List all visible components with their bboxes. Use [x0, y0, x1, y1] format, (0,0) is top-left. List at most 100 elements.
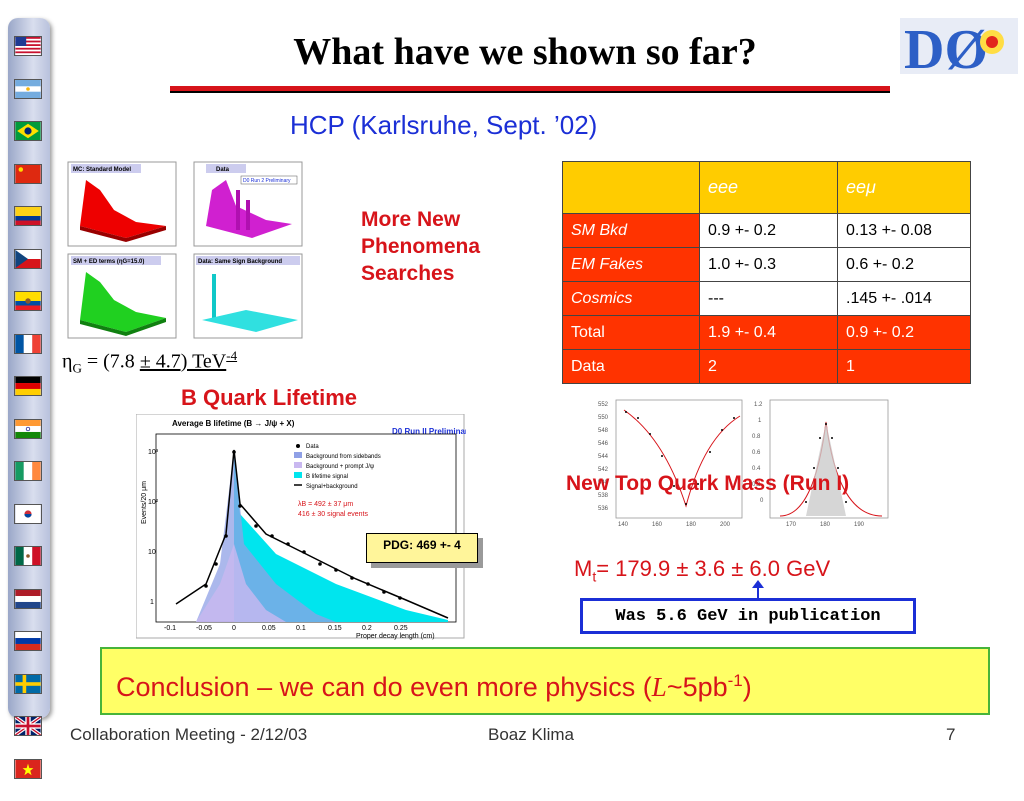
b-quark-label: B Quark Lifetime [181, 385, 358, 410]
table-cell: 1.9 +- 0.4 [699, 315, 838, 350]
table-cell: --- [699, 281, 838, 316]
y-tick: 1 [150, 599, 154, 606]
x-tick: 0.1 [296, 625, 306, 632]
top-mass-plots: 552 550 548 546 544 542 540 538 536 140 … [598, 399, 889, 528]
y-tick: 0.2 [752, 482, 761, 488]
fit-result: 416 ± 30 signal events [298, 511, 369, 518]
flag-argentina-icon [14, 78, 42, 99]
flag-china-icon [14, 163, 42, 184]
eta-exponent: -4 [226, 348, 238, 363]
table-cell: 0.13 +- 0.08 [837, 213, 971, 248]
y-tick: 0.6 [752, 450, 761, 456]
table-header-cell [562, 161, 700, 214]
plot-title: Data: Same Sign Background [198, 259, 282, 265]
y-tick: 536 [598, 506, 609, 512]
y-tick: 1 [758, 418, 762, 424]
row-label: Data [562, 349, 700, 384]
eta-subscript: G [72, 360, 82, 376]
label-line: Phenomena [361, 235, 481, 258]
x-tick: -0.05 [196, 625, 212, 632]
y-tick: 1.2 [754, 402, 763, 408]
flag-ecuador-icon [14, 291, 42, 311]
table-cell: 0.9 +- 0.2 [699, 213, 838, 248]
conclusion-box: Conclusion – we can do even more physics… [100, 647, 990, 715]
row-label: SM Bkd [562, 213, 700, 248]
eta-uncertainty: ± 4.7) TeV [139, 350, 227, 373]
x-tick: 140 [618, 522, 629, 528]
flag-netherlands-icon [14, 588, 42, 609]
eta-equals: = (7.8 [81, 350, 140, 373]
flag-brazil-icon [14, 121, 42, 141]
flag-uk-icon [14, 715, 42, 737]
footer-author: Boaz Klima [488, 725, 574, 744]
d0-logo-icon: DØ [900, 18, 1018, 76]
x-tick: -0.1 [164, 625, 176, 632]
y-tick: 540 [598, 480, 609, 486]
row-label: Total [562, 315, 700, 350]
conclusion-text: Conclusion – we can do even more physics… [116, 672, 652, 702]
preliminary-tag: D0 Run II Preliminary [392, 427, 466, 436]
y-tick: 542 [598, 467, 609, 473]
plot-title: Data [216, 167, 230, 173]
footer-meeting: Collaboration Meeting - 2/12/03 [70, 725, 308, 744]
label-line: Searches [361, 262, 455, 285]
y-tick: 544 [598, 454, 609, 460]
flag-czech-icon [14, 248, 42, 269]
legend-entry: Signal+background [306, 484, 358, 490]
flag-russia-icon [14, 631, 42, 651]
row-label: Cosmics [562, 281, 700, 316]
x-tick: 0.25 [394, 625, 408, 632]
new-phenomena-label: More New Phenomena Searches [361, 206, 480, 287]
x-tick: 0.05 [262, 625, 276, 632]
table-cell: .145 +- .014 [837, 281, 971, 316]
x-tick: 0 [232, 625, 236, 632]
flag-mexico-icon [14, 546, 42, 566]
legend-entry: B lifetime signal [306, 474, 348, 480]
legend-entry: Background + prompt J/ψ [306, 464, 374, 470]
flag-india-icon [14, 418, 42, 439]
eta-g-result: ηG = (7.8 ± 4.7) TeV-4 [62, 348, 237, 377]
table-cell: 1 [837, 349, 971, 384]
top-mass-result: Mt= 179.9 ± 3.6 ± 6.0 GeV [574, 556, 830, 584]
luminosity-value: ~5pb [666, 672, 728, 702]
label-line: More New [361, 208, 461, 231]
table-row: EM Fakes 1.0 +- 0.3 0.6 +- 0.2 [562, 247, 971, 282]
table-header-row: eee eeμ [562, 161, 971, 214]
flag-us-icon [14, 36, 42, 56]
row-label: EM Fakes [562, 247, 700, 282]
flag-ireland-icon [14, 461, 42, 481]
x-tick: 0.2 [362, 625, 372, 632]
page-number: 7 [946, 725, 956, 744]
logo-text: DØ [904, 19, 988, 76]
x-tick: 180 [820, 522, 831, 528]
x-tick: 170 [786, 522, 797, 528]
y-tick: 548 [598, 428, 609, 434]
luminosity-exponent: -1 [727, 671, 743, 690]
y-tick: 0.8 [752, 434, 761, 440]
flag-sidebar [8, 18, 50, 779]
legend-entry: Background from sidebands [306, 454, 381, 460]
table-row-total: Total 1.9 +- 0.4 0.9 +- 0.2 [562, 315, 971, 350]
plot-title: MC: Standard Model [73, 167, 131, 173]
d0-preliminary-tag: D0 Run 2 Preliminary [243, 178, 291, 184]
flag-vietnam-icon [14, 758, 42, 779]
table-cell: 0.6 +- 0.2 [837, 247, 971, 282]
table-header-cell: eeμ [837, 161, 971, 214]
flag-column [14, 36, 44, 801]
y-tick: 10 [148, 549, 156, 556]
x-tick: 0.15 [328, 625, 342, 632]
x-axis-label: Proper decay length (cm) [356, 633, 435, 640]
mt-value: = 179.9 ± 3.6 ± 6.0 GeV [596, 556, 831, 581]
table-row-data: Data 2 1 [562, 349, 971, 384]
trilepton-table: eee eeμ SM Bkd 0.9 +- 0.2 0.13 +- 0.08 E… [562, 161, 971, 384]
y-tick: 552 [598, 402, 609, 408]
flag-germany-icon [14, 376, 42, 396]
luminosity-symbol: L [651, 672, 667, 702]
plot-title: SM + ED terms (ηG=15.0) [73, 259, 144, 265]
y-tick: 538 [598, 493, 609, 499]
y-tick: 550 [598, 415, 609, 421]
fit-result: λB = 492 ± 37 μm [298, 501, 353, 508]
legend-entry: Data [306, 444, 319, 450]
y-tick: 0.4 [752, 466, 761, 472]
flag-sweden-icon [14, 673, 42, 694]
